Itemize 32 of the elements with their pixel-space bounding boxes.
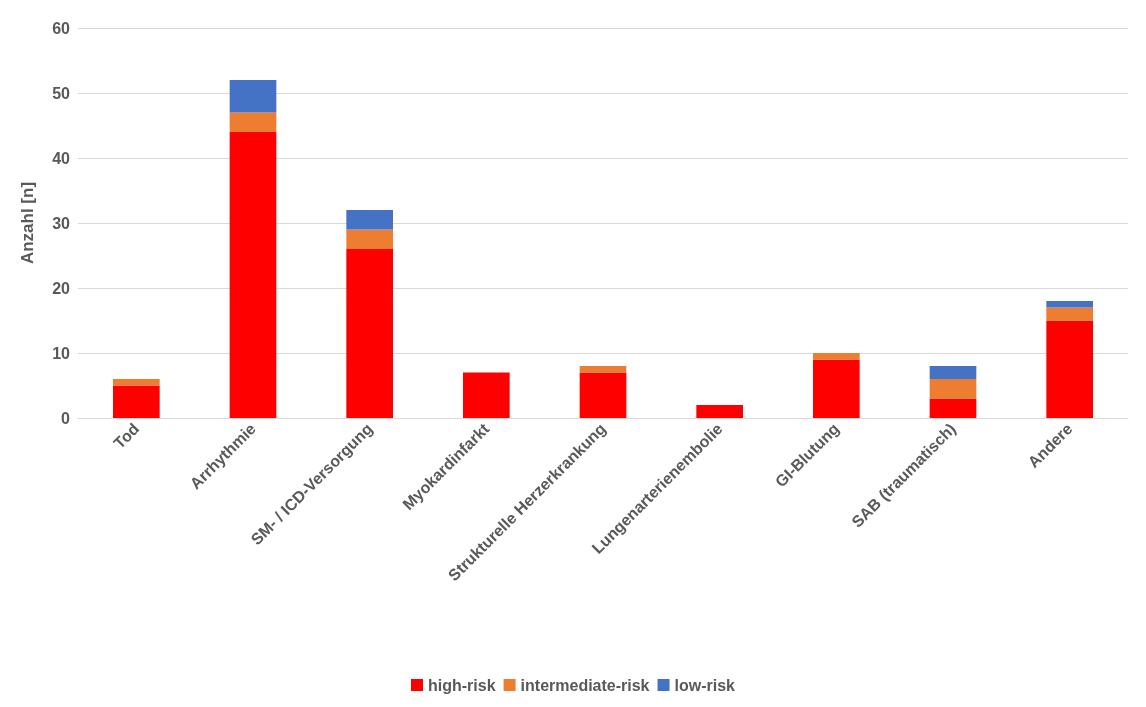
bar: [929, 366, 977, 379]
bar: [346, 229, 393, 249]
y-tick-label: 10: [52, 344, 71, 362]
bar: [1046, 301, 1093, 308]
bar: [1046, 307, 1093, 321]
bar: [229, 112, 277, 132]
legend-label: high-risk: [428, 676, 496, 694]
bar: [463, 372, 510, 418]
bar: [1046, 320, 1093, 418]
bar: [813, 353, 860, 360]
bar: [579, 366, 627, 373]
x-tick-label: Tod: [110, 419, 143, 452]
bar: [113, 379, 160, 386]
y-tick-label: 40: [52, 149, 71, 167]
bar: [579, 372, 627, 418]
y-tick-label: 60: [52, 19, 71, 37]
y-tick-label: 30: [52, 214, 71, 232]
bar: [346, 249, 393, 418]
bar: [229, 132, 277, 418]
y-axis-title: Anzahl [n]: [18, 181, 37, 265]
bar: [113, 385, 160, 418]
legend-label: intermediate-risk: [520, 676, 650, 694]
y-tick-label: 0: [61, 409, 71, 427]
bar: [929, 379, 977, 399]
y-tick-label: 20: [52, 279, 71, 297]
bar: [696, 405, 743, 418]
bar: [813, 359, 860, 418]
bar: [929, 398, 977, 418]
bar: [346, 210, 393, 230]
bar: [229, 80, 277, 113]
legend-label: low-risk: [674, 676, 736, 694]
y-tick-label: 50: [52, 84, 71, 102]
